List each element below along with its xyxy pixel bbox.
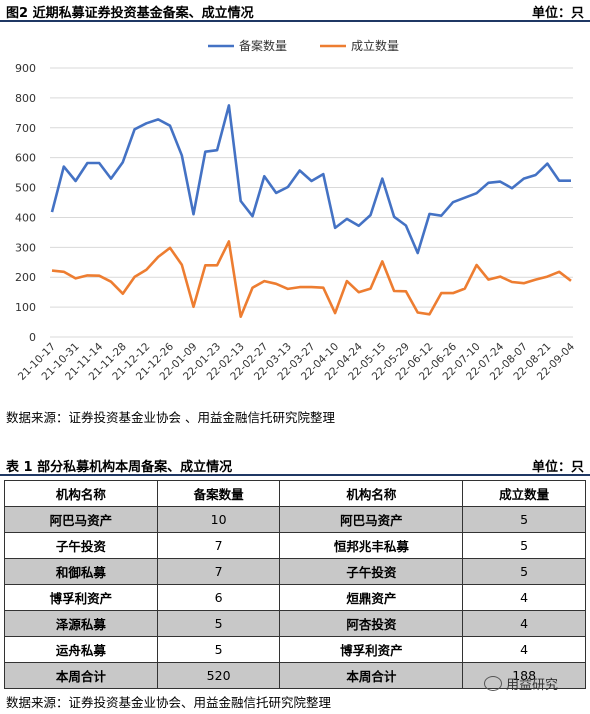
total-filing-count: 520 (156, 662, 281, 689)
org-name: 博孚利资产 (4, 584, 158, 611)
header-filing-count: 备案数量 (156, 480, 281, 507)
header-org-name-1: 机构名称 (4, 480, 158, 507)
table-row: 运舟私募 5 博孚利资产 4 (4, 636, 586, 663)
org-name: 子午投资 (279, 558, 464, 585)
y-tick-label: 400 (15, 211, 36, 224)
established-count: 4 (462, 636, 586, 663)
table-row: 和御私募 7 子午投资 5 (4, 558, 586, 585)
org-name: 子午投资 (4, 532, 158, 559)
legend-label-1: 备案数量 (239, 38, 287, 53)
table-row: 博孚利资产 6 烜鼎资产 4 (4, 584, 586, 611)
established-count: 4 (462, 610, 586, 637)
filing-count: 5 (156, 636, 281, 663)
established-count: 5 (462, 506, 586, 533)
filing-count: 7 (156, 558, 281, 585)
org-name: 阿杏投资 (279, 610, 464, 637)
table-title: 表 1 部分私募机构本周备案、成立情况 (6, 460, 233, 475)
total-label: 本周合计 (4, 662, 158, 689)
org-name: 恒邦兆丰私募 (279, 532, 464, 559)
table-unit: 单位：只 (531, 460, 584, 475)
header-established-count: 成立数量 (462, 480, 586, 507)
chart-source: 数据来源：证券投资基金业协会 、用益金融信托研究院整理 (6, 410, 335, 425)
org-name: 阿巴马资产 (4, 506, 158, 533)
y-tick-label: 200 (15, 271, 36, 284)
header-org-name-2: 机构名称 (279, 480, 464, 507)
total-established-count: 188 (462, 662, 586, 689)
filing-count: 7 (156, 532, 281, 559)
table-header-row: 机构名称 备案数量 机构名称 成立数量 (4, 480, 586, 507)
series-line-2 (51, 240, 572, 319)
watermark: 用益研究 (484, 674, 558, 693)
org-name: 和御私募 (4, 558, 158, 585)
established-count: 5 (462, 558, 586, 585)
figure-unit: 单位：只 (531, 6, 584, 21)
org-name: 博孚利资产 (279, 636, 464, 663)
watermark-text: 用益研究 (506, 678, 559, 693)
y-tick-label: 0 (29, 331, 36, 344)
y-tick-label: 500 (15, 182, 36, 195)
filing-count: 5 (156, 610, 281, 637)
figure-title-bar: 图2 近期私募证券投资基金备案、成立情况 单位：只 (0, 0, 590, 22)
y-tick-label: 300 (15, 241, 36, 254)
series-line-1 (50, 104, 571, 255)
table-row: 阿巴马资产 10 阿巴马资产 5 (4, 506, 586, 533)
table-source: 数据来源：证券投资基金业协会、用益金融信托研究院整理 (6, 695, 332, 710)
table-row: 泽源私募 5 阿杏投资 4 (4, 610, 586, 637)
filing-count: 10 (156, 506, 281, 533)
wechat-icon (484, 676, 502, 691)
established-count: 4 (462, 584, 586, 611)
filing-count: 6 (156, 584, 281, 611)
y-tick-label: 900 (15, 62, 36, 75)
org-name: 烜鼎资产 (279, 584, 464, 611)
table-total-row: 本周合计 520 本周合计 188 (4, 662, 586, 689)
org-name: 运舟私募 (4, 636, 158, 663)
total-label: 本周合计 (279, 662, 464, 689)
y-tick-label: 100 (15, 301, 36, 314)
established-count: 5 (462, 532, 586, 559)
figure-title: 图2 近期私募证券投资基金备案、成立情况 (6, 6, 254, 21)
table-row: 子午投资 7 恒邦兆丰私募 5 (4, 532, 586, 559)
table-title-bar: 表 1 部分私募机构本周备案、成立情况 单位：只 (0, 454, 590, 476)
y-tick-label: 600 (15, 152, 36, 165)
y-tick-label: 700 (15, 122, 36, 135)
y-tick-label: 800 (15, 92, 36, 105)
org-name: 阿巴马资产 (279, 506, 464, 533)
org-name: 泽源私募 (4, 610, 158, 637)
legend-label-2: 成立数量 (351, 38, 399, 53)
line-chart: 010020030040050060070080090021-10-1721-1… (15, 38, 577, 383)
institution-table: 机构名称 备案数量 机构名称 成立数量 阿巴马资产 10 阿巴马资产 5 子午投… (4, 480, 586, 689)
